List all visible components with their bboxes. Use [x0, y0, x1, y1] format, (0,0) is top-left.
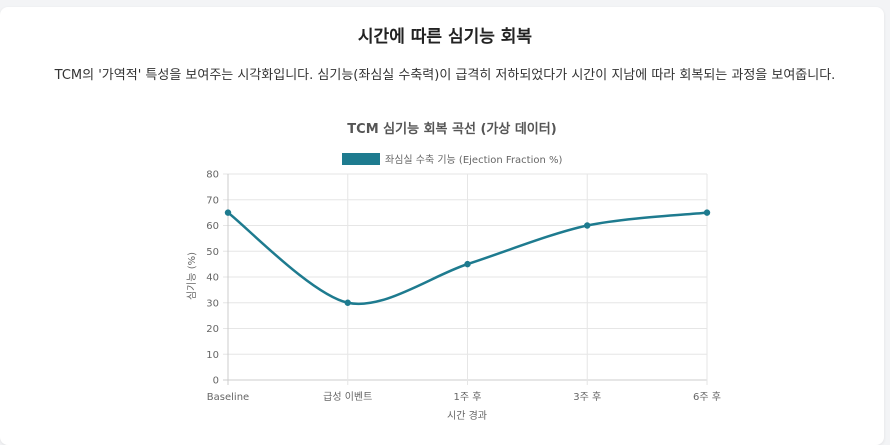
data-point[interactable] [464, 260, 471, 268]
data-point[interactable] [584, 222, 591, 229]
y-tick-label: 60 [206, 221, 219, 232]
x-tick-label: 3주 후 [573, 391, 601, 403]
y-axis-title: 심기능 (%) [186, 252, 198, 300]
y-tick-label: 20 [206, 324, 219, 335]
chart-title: TCM 심기능 회복 곡선 (가상 데이터) [347, 121, 556, 137]
y-tick-label: 0 [213, 376, 219, 387]
x-tick-label: 급성 이벤트 [323, 391, 372, 403]
y-tick-label: 40 [206, 273, 219, 284]
legend-swatch [342, 153, 380, 165]
y-tick-label: 30 [206, 298, 219, 309]
series [224, 209, 711, 306]
data-point[interactable] [224, 209, 232, 216]
x-tick-label: Baseline [207, 392, 249, 403]
x-axis-title: 시간 경과 [447, 409, 487, 422]
y-tick-label: 70 [206, 195, 219, 206]
legend-label: 좌심실 수축 기능 (Ejection Fraction %) [385, 154, 563, 166]
y-tick-label: 10 [206, 350, 219, 361]
y-tick-label: 50 [206, 247, 219, 258]
y-tick-label: 80 [206, 170, 219, 181]
x-tick-label: 1주 후 [454, 391, 482, 403]
axes: 0 10 20 30 40 50 60 70 80 Baseline 급성 이벤트 1주 후 3주 후 6… [206, 170, 721, 404]
data-point[interactable] [344, 299, 351, 306]
page-title: 시간에 따른 심기능 회복 [357, 27, 533, 47]
grid [223, 173, 708, 385]
page-description: TCM의 '가역적' 특성을 보여주는 시각화입니다. 심기능(좌심실 수축력)… [54, 68, 836, 83]
data-point[interactable] [703, 209, 711, 216]
legend[interactable]: 좌심실 수축 기능 (Ejection Fraction %) [342, 153, 563, 166]
x-tick-label: 6주 후 [693, 391, 721, 403]
